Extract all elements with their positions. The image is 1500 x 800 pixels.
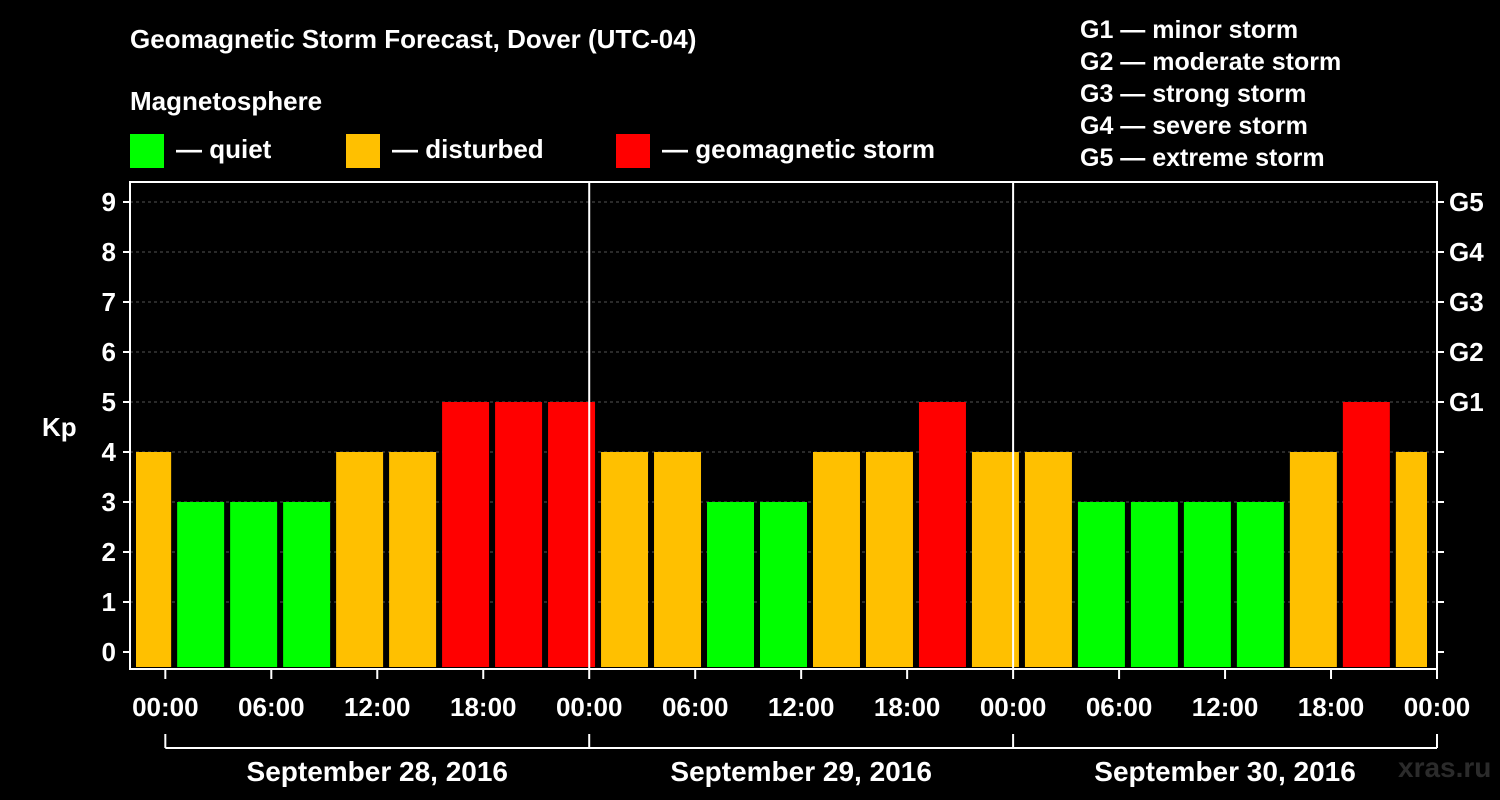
kp-bar: [1183, 502, 1231, 667]
y-tick-label: 4: [102, 437, 117, 467]
legend-swatch-storm: [616, 134, 650, 168]
legend-swatch-disturbed: [346, 134, 380, 168]
y-tick-label: 9: [102, 187, 116, 217]
y-tick-label: 2: [102, 537, 116, 567]
x-tick-label: 18:00: [450, 692, 517, 722]
kp-bar: [760, 502, 807, 667]
y-axis-label: Kp: [42, 412, 77, 442]
y-tick-label: 5: [102, 387, 116, 417]
kp-bar: [442, 402, 490, 667]
kp-bar: [177, 502, 225, 667]
g-scale-label: G5: [1449, 187, 1484, 217]
kp-bar: [812, 452, 860, 667]
kp-bar: [1024, 452, 1072, 667]
y-tick-label: 8: [102, 237, 116, 267]
kp-bar: [336, 452, 384, 667]
kp-bar: [495, 402, 543, 667]
kp-bar: [1342, 402, 1390, 667]
x-tick-label: 06:00: [662, 692, 729, 722]
x-tick-label: 18:00: [874, 692, 941, 722]
kp-bar: [865, 452, 913, 667]
storm-scale-list: G1 — minor storm G2 — moderate storm G3 …: [1080, 14, 1341, 174]
kp-bar: [1077, 502, 1125, 667]
storm-scale-g2: G2 — moderate storm: [1080, 48, 1342, 76]
kp-bar: [230, 502, 278, 667]
y-tick-label: 1: [102, 587, 116, 617]
kp-bar: [283, 502, 331, 667]
kp-bar: [707, 502, 755, 667]
kp-bar: [1236, 502, 1284, 667]
x-tick-label: 12:00: [768, 692, 835, 722]
kp-bar: [654, 452, 702, 667]
kp-bar: [971, 452, 1019, 667]
kp-bar: [1395, 452, 1427, 667]
day-label: September 29, 2016: [670, 756, 932, 787]
kp-bar: [389, 452, 437, 667]
plot-frame: [129, 181, 1438, 670]
y-tick-label: 6: [102, 337, 116, 367]
storm-scale-g1: G1 — minor storm: [1080, 16, 1299, 44]
storm-scale-g4: G4 — severe storm: [1080, 112, 1308, 140]
x-tick-label: 18:00: [1298, 692, 1365, 722]
storm-scale-g5: G5 — extreme storm: [1080, 144, 1325, 172]
x-tick-label: 00:00: [132, 692, 199, 722]
x-tick-label: 12:00: [344, 692, 411, 722]
x-tick-label: 00:00: [556, 692, 623, 722]
g-scale-label: G4: [1449, 237, 1484, 267]
g-scale-label: G1: [1449, 387, 1484, 417]
kp-bar: [548, 402, 596, 667]
x-tick-label: 06:00: [1086, 692, 1153, 722]
chart-title: Geomagnetic Storm Forecast, Dover (UTC-0…: [130, 24, 697, 54]
storm-scale-g3: G3 — strong storm: [1080, 80, 1307, 108]
kp-bar: [1130, 502, 1178, 667]
x-tick-label: 00:00: [980, 692, 1047, 722]
x-tick-label: 12:00: [1192, 692, 1259, 722]
g-scale-label: G2: [1449, 337, 1484, 367]
y-tick-label: 3: [102, 487, 116, 517]
legend-label-storm: — geomagnetic storm: [662, 134, 936, 164]
day-label: September 28, 2016: [247, 756, 509, 787]
kp-bar: [601, 452, 649, 667]
x-tick-label: 00:00: [1404, 692, 1471, 722]
chart-subtitle: Magnetosphere: [130, 86, 323, 116]
kp-bar: [918, 402, 966, 667]
day-label: September 30, 2016: [1094, 756, 1356, 787]
legend-label-quiet: — quiet: [176, 134, 272, 164]
g-scale-label: G3: [1449, 287, 1484, 317]
y-tick-label: 7: [102, 287, 116, 317]
kp-bar: [1289, 452, 1337, 667]
x-tick-label: 06:00: [238, 692, 305, 722]
kp-bar: [136, 452, 172, 667]
legend-label-disturbed: — disturbed: [392, 134, 544, 164]
legend-swatch-quiet: [130, 134, 164, 168]
y-tick-label: 0: [102, 637, 116, 667]
watermark: xras.ru: [1398, 752, 1492, 783]
